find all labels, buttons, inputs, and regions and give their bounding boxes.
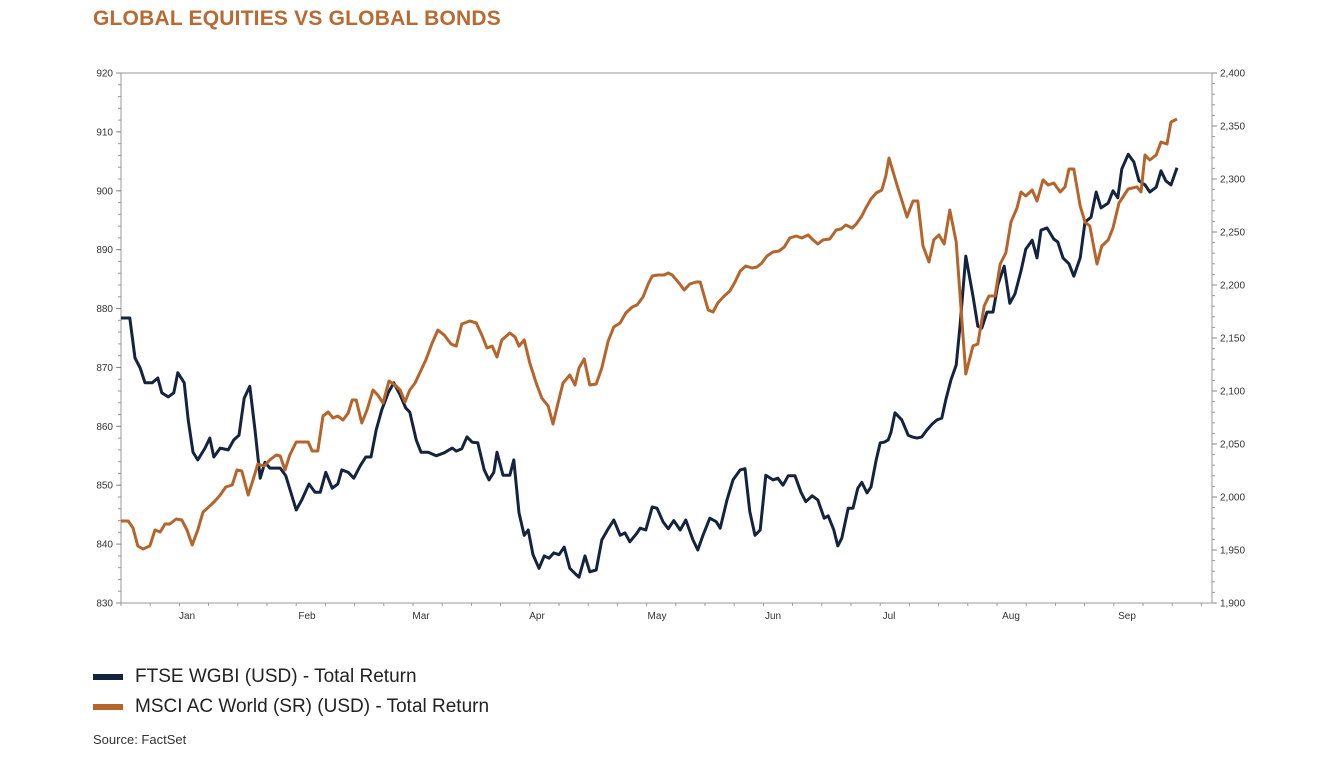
y-right-tick-label: 1,900 xyxy=(1220,599,1245,610)
y-left-tick-label: 910 xyxy=(96,127,113,138)
y-right-tick-label: 2,250 xyxy=(1220,228,1245,239)
legend-label: MSCI AC World (SR) (USD) - Total Return xyxy=(135,696,490,717)
y-right-tick-label: 2,350 xyxy=(1220,122,1245,133)
chart-title: GLOBAL EQUITIES VS GLOBAL BONDS xyxy=(93,7,501,30)
x-tick-label: Feb xyxy=(298,611,316,622)
y-left-tick-label: 870 xyxy=(96,363,113,374)
x-tick-label: May xyxy=(648,611,667,622)
series-line-ftse-wgbi xyxy=(121,152,1179,579)
y-left-tick-label: 830 xyxy=(96,599,113,610)
y-right-tick-label: 2,050 xyxy=(1220,440,1245,451)
x-tick-label: Apr xyxy=(529,611,545,622)
x-tick-label: Sep xyxy=(1118,611,1136,622)
y-right-tick-label: 2,400 xyxy=(1220,69,1245,80)
x-tick-label: Jul xyxy=(883,611,896,622)
y-right-tick-label: 2,300 xyxy=(1220,175,1245,186)
y-right-tick-label: 2,150 xyxy=(1220,334,1245,345)
x-tick-label: Jan xyxy=(179,611,195,622)
y-left-tick-label: 890 xyxy=(96,245,113,256)
y-right-tick-label: 2,100 xyxy=(1220,387,1245,398)
y-left-tick-label: 920 xyxy=(96,69,113,80)
legend-swatch xyxy=(93,674,123,680)
plot-frame xyxy=(120,72,1213,604)
legend: FTSE WGBI (USD) - Total Return MSCI AC W… xyxy=(93,662,489,722)
legend-swatch xyxy=(93,704,123,710)
y-right-tick-label: 2,000 xyxy=(1220,493,1245,504)
x-tick-label: Jun xyxy=(765,611,781,622)
y-left-tick-label: 880 xyxy=(96,304,113,315)
legend-item-msci-acwi: MSCI AC World (SR) (USD) - Total Return xyxy=(93,692,489,722)
y-right-tick-label: 2,200 xyxy=(1220,281,1245,292)
legend-item-ftse-wgbi: FTSE WGBI (USD) - Total Return xyxy=(93,662,489,692)
y-left-tick-label: 850 xyxy=(96,481,113,492)
series-line-msci-acwi xyxy=(121,117,1178,551)
source-note: Source: FactSet xyxy=(93,732,187,747)
y-left-tick-label: 840 xyxy=(96,540,113,551)
x-tick-label: Aug xyxy=(1002,611,1020,622)
x-tick-label: Mar xyxy=(412,611,430,622)
legend-label: FTSE WGBI (USD) - Total Return xyxy=(135,666,417,687)
y-left-tick-label: 900 xyxy=(96,186,113,197)
y-left-tick-label: 860 xyxy=(96,422,113,433)
y-right-tick-label: 1,950 xyxy=(1220,546,1245,557)
